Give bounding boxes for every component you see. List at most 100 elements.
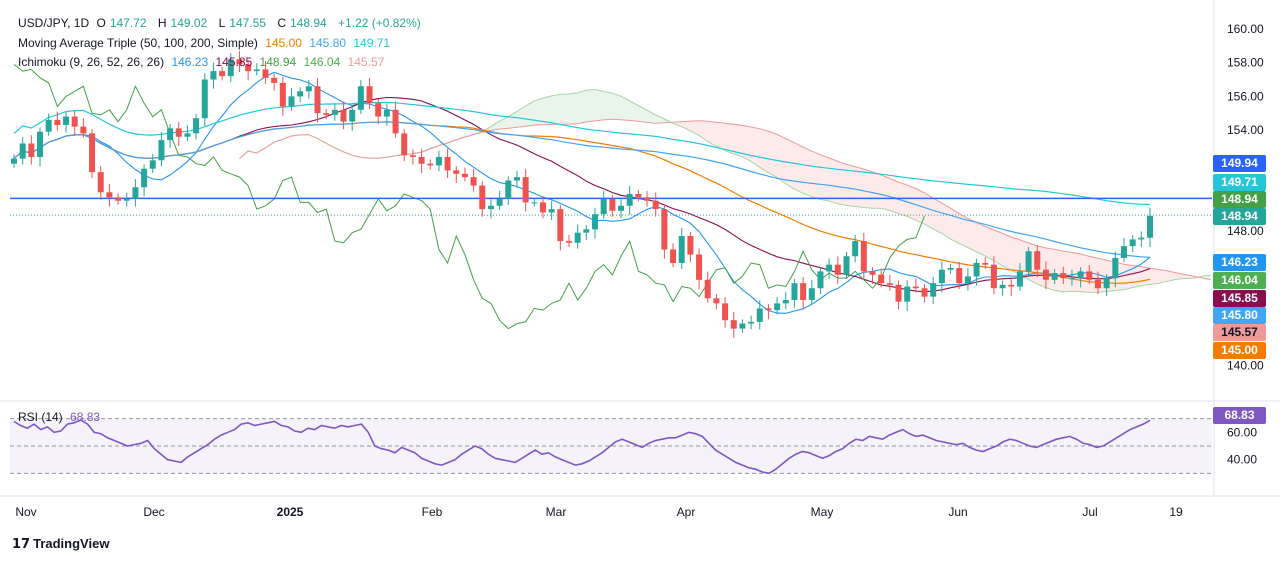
candle xyxy=(141,164,148,197)
high-label: H 149.02 xyxy=(157,16,208,30)
ichimoku-cloud-segment xyxy=(534,98,543,126)
ichimoku-cloud-segment xyxy=(924,192,934,229)
candle-body xyxy=(938,269,945,284)
ichimoku-cloud-segment xyxy=(577,90,587,124)
candle-body xyxy=(878,274,885,284)
ichimoku-cloud-segment xyxy=(1071,252,1081,292)
ma100-line xyxy=(13,121,1151,258)
ichimoku-cloud-segment xyxy=(1002,233,1012,271)
candle-body xyxy=(756,308,763,322)
candle xyxy=(670,243,677,268)
base-value: 145.85 xyxy=(215,55,253,69)
candle-body xyxy=(357,86,364,110)
candle-body xyxy=(1094,279,1101,289)
ichimoku-cloud-segment xyxy=(1063,251,1072,292)
ichimoku-cloud-segment xyxy=(647,110,656,124)
x-tick-label: Feb xyxy=(422,505,443,519)
ohlc-legend: USD/JPY, 1D O 147.72 H 149.02 L 147.55 C 148… xyxy=(18,16,425,30)
price-tick-label: 148.00 xyxy=(1227,224,1264,238)
ichimoku-cloud-segment xyxy=(777,134,786,184)
candle-body xyxy=(817,271,824,289)
candle xyxy=(305,80,312,99)
candle xyxy=(28,135,35,165)
candle-body xyxy=(574,232,581,243)
candle xyxy=(54,111,61,131)
candle xyxy=(453,166,460,184)
candle-body xyxy=(973,262,980,277)
candle-body xyxy=(236,59,243,65)
candle-body xyxy=(1077,271,1084,279)
candle-body xyxy=(1147,215,1153,238)
ichimoku-cloud-segment xyxy=(612,93,622,120)
candle xyxy=(548,200,555,221)
price-badge: 149.71 xyxy=(1213,174,1266,191)
candle xyxy=(774,297,781,315)
candle xyxy=(592,207,599,239)
candle xyxy=(565,234,572,247)
candle-body xyxy=(505,180,512,200)
candle-body xyxy=(331,109,338,115)
price-badge: 145.85 xyxy=(1213,290,1266,307)
candle-body xyxy=(930,283,937,297)
candle xyxy=(366,78,373,109)
ichimoku-cloud-segment xyxy=(595,89,604,121)
ichimoku-legend-label: Ichimoku (9, 26, 52, 26, 26) xyxy=(18,55,165,69)
candle-body xyxy=(219,71,226,77)
x-tick-label: 19 xyxy=(1169,505,1183,519)
candle-body xyxy=(860,241,867,272)
candle-body xyxy=(565,241,572,243)
ichimoku-cloud-segment xyxy=(898,182,908,217)
candle xyxy=(878,268,885,288)
candle xyxy=(999,280,1006,296)
ichimoku-cloud-segment xyxy=(803,147,812,197)
candle xyxy=(678,227,685,269)
candle xyxy=(383,103,390,126)
rsi-legend-value: 68.83 xyxy=(70,410,101,424)
candle-body xyxy=(765,308,772,311)
ichimoku-cloud-segment xyxy=(733,124,743,157)
ichimoku-cloud-segment xyxy=(638,105,648,123)
candle-body xyxy=(314,86,321,114)
candle-body xyxy=(990,264,997,289)
candle xyxy=(461,167,468,182)
candle xyxy=(921,284,928,303)
candle-body xyxy=(453,170,460,174)
candle xyxy=(1147,207,1153,247)
ichimoku-cloud-segment xyxy=(794,142,804,194)
ichimoku-cloud-segment xyxy=(889,178,899,214)
candle xyxy=(800,276,807,310)
candle xyxy=(990,256,997,295)
candle-body xyxy=(869,271,876,275)
candle xyxy=(487,199,494,219)
candle xyxy=(600,190,607,219)
candle xyxy=(661,204,668,259)
candle-body xyxy=(739,323,746,329)
candle xyxy=(904,280,911,311)
tradingview-icon: 17 xyxy=(12,537,31,552)
ma200-value: 149.71 xyxy=(353,36,391,50)
ichimoku-cloud-segment xyxy=(976,222,986,256)
ichimoku-cloud-segment xyxy=(933,198,942,234)
candle-body xyxy=(1016,271,1023,287)
candle-body xyxy=(999,284,1006,289)
ma100-value: 145.80 xyxy=(309,36,347,50)
candle xyxy=(539,196,546,219)
candle xyxy=(19,137,26,165)
conversion-line xyxy=(13,71,1151,314)
low-label: L 147.55 xyxy=(218,16,266,30)
candle-body xyxy=(895,284,902,302)
candle xyxy=(444,148,451,178)
ichimoku-cloud-segment xyxy=(941,203,951,240)
candle-body xyxy=(826,264,833,272)
price-badge: 148.94 xyxy=(1213,208,1266,225)
candle-body xyxy=(245,64,252,72)
candle xyxy=(1112,251,1119,288)
candle-body xyxy=(1034,251,1041,270)
candle xyxy=(696,248,703,290)
candle-body xyxy=(167,128,174,141)
candle xyxy=(409,149,416,165)
candle-body xyxy=(71,116,78,127)
candle-body xyxy=(678,236,685,263)
candle-body xyxy=(375,103,382,117)
